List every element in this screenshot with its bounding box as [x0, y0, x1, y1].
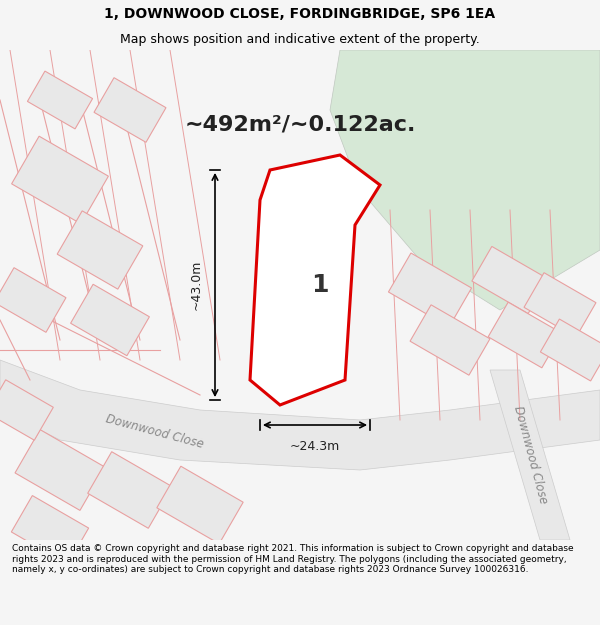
Text: ~43.0m: ~43.0m [190, 260, 203, 310]
Polygon shape [0, 360, 600, 470]
Polygon shape [541, 319, 600, 381]
Polygon shape [0, 268, 66, 332]
Polygon shape [490, 370, 570, 540]
Text: Downwood Close: Downwood Close [104, 412, 205, 451]
Polygon shape [88, 452, 172, 528]
Polygon shape [94, 78, 166, 142]
Text: 1: 1 [311, 273, 329, 297]
Polygon shape [11, 496, 89, 564]
Polygon shape [524, 272, 596, 338]
Polygon shape [250, 155, 380, 405]
Polygon shape [15, 429, 105, 511]
Text: Contains OS data © Crown copyright and database right 2021. This information is : Contains OS data © Crown copyright and d… [12, 544, 574, 574]
Polygon shape [472, 246, 548, 314]
Text: Downwood Close: Downwood Close [511, 404, 550, 506]
Polygon shape [57, 211, 143, 289]
Text: 1, DOWNWOOD CLOSE, FORDINGBRIDGE, SP6 1EA: 1, DOWNWOOD CLOSE, FORDINGBRIDGE, SP6 1E… [104, 7, 496, 21]
Polygon shape [0, 380, 53, 440]
Polygon shape [410, 305, 490, 375]
Polygon shape [71, 284, 149, 356]
Polygon shape [488, 302, 562, 368]
Polygon shape [28, 71, 92, 129]
Polygon shape [330, 50, 600, 310]
Text: Map shows position and indicative extent of the property.: Map shows position and indicative extent… [120, 32, 480, 46]
Polygon shape [388, 253, 472, 327]
Polygon shape [11, 136, 109, 224]
Polygon shape [157, 466, 243, 544]
Text: ~24.3m: ~24.3m [290, 440, 340, 453]
Text: ~492m²/~0.122ac.: ~492m²/~0.122ac. [184, 115, 416, 135]
